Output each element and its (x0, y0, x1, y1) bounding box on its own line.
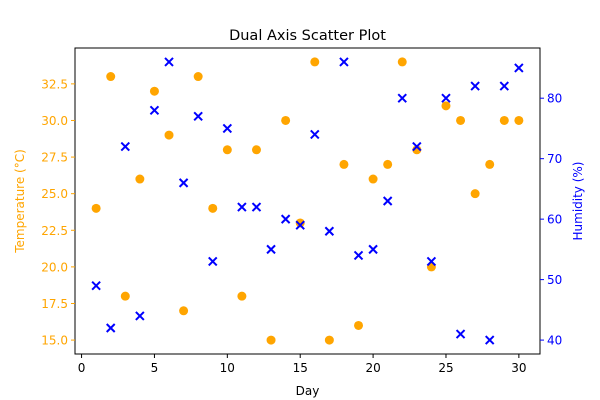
temperature-point (164, 130, 174, 140)
y-right-tick-label: 50 (547, 273, 562, 287)
temperature-point (106, 72, 116, 82)
humidity-point (222, 123, 233, 134)
x-tick-label: 5 (151, 361, 159, 375)
humidity-point (266, 244, 276, 255)
humidity-point (353, 250, 364, 261)
y-right-tick-label: 40 (547, 334, 562, 348)
x-tick-label: 10 (220, 361, 235, 375)
temperature-point (397, 57, 407, 67)
y-right-tick-label: 70 (547, 152, 562, 166)
y-axis-right: 40 50 60 70 80 (540, 92, 562, 348)
humidity-point (208, 256, 218, 267)
y-left-tick-label: 17.5 (41, 297, 68, 311)
y-axis-left-label: Temperature (°C) (13, 149, 27, 254)
y-axis-left: 15.0 17.5 20.0 22.5 25.0 27.5 30.0 32.5 (41, 77, 75, 348)
y-right-tick-label: 60 (547, 213, 562, 227)
humidity-point (251, 202, 262, 212)
temperature-point (91, 203, 101, 213)
temperature-point (222, 145, 232, 155)
humidity-point (310, 129, 320, 140)
x-tick-label: 15 (293, 361, 308, 375)
plot-frame (74, 47, 541, 355)
humidity-point (178, 178, 189, 188)
temperature-point (383, 159, 393, 169)
humidity-point (91, 280, 101, 291)
temperature-point (193, 72, 203, 82)
x-tick-label: 20 (365, 361, 380, 375)
temperature-point (135, 174, 145, 184)
y-left-tick-label: 27.5 (41, 151, 68, 165)
y-left-tick-label: 15.0 (41, 334, 68, 348)
humidity-point (164, 57, 174, 67)
temperature-point (499, 115, 509, 125)
temperature-point (324, 335, 334, 345)
temperature-point (354, 320, 364, 330)
x-axis: 0 5 10 15 20 25 30 (78, 354, 527, 375)
y-right-tick-label: 80 (547, 92, 562, 106)
humidity-point (106, 323, 116, 333)
x-tick-label: 30 (511, 361, 526, 375)
humidity-point (120, 141, 130, 152)
temperature-point (237, 291, 247, 301)
humidity-point (280, 214, 291, 224)
temperature-point (120, 291, 130, 301)
temperature-point (295, 218, 305, 228)
temperature-point (266, 335, 276, 345)
temperature-point (251, 145, 261, 155)
temperature-point (310, 57, 320, 67)
humidity-point (237, 202, 247, 212)
temperature-point (368, 174, 378, 184)
temperature-point (456, 115, 466, 125)
humidity-point (339, 57, 349, 67)
chart-title: Dual Axis Scatter Plot (229, 28, 386, 44)
y-left-tick-label: 32.5 (41, 77, 68, 91)
temperature-point (208, 203, 218, 213)
temperature-point (514, 115, 524, 125)
humidity-point (193, 111, 203, 122)
y-left-tick-label: 22.5 (41, 224, 68, 238)
temperature-point (470, 189, 480, 199)
humidity-point (149, 105, 160, 115)
temperature-point (339, 159, 349, 169)
plot-marks (91, 57, 524, 345)
x-tick-label: 25 (438, 361, 453, 375)
humidity-point (382, 196, 393, 206)
humidity-point (514, 63, 524, 73)
x-axis-label: Day (296, 384, 320, 398)
humidity-point (397, 93, 407, 103)
y-left-tick-label: 30.0 (41, 114, 68, 128)
humidity-point (135, 311, 145, 321)
temperature-point (149, 86, 159, 96)
temperature-point (179, 306, 189, 316)
humidity-point (499, 81, 509, 91)
temperature-point (485, 159, 495, 169)
humidity-point (295, 220, 305, 230)
humidity-point (470, 81, 480, 91)
humidity-point (426, 256, 437, 267)
temperature-point (281, 115, 291, 125)
y-axis-right-label: Humidity (%) (571, 162, 585, 241)
humidity-point (412, 141, 422, 152)
y-left-tick-label: 20.0 (41, 260, 68, 274)
humidity-point (324, 226, 335, 236)
y-left-tick-label: 25.0 (41, 187, 68, 201)
humidity-point (368, 244, 378, 255)
humidity-point (441, 93, 451, 103)
humidity-point (485, 335, 495, 345)
temperature-point (441, 101, 451, 111)
x-tick-label: 0 (78, 361, 86, 375)
humidity-point (455, 329, 466, 339)
